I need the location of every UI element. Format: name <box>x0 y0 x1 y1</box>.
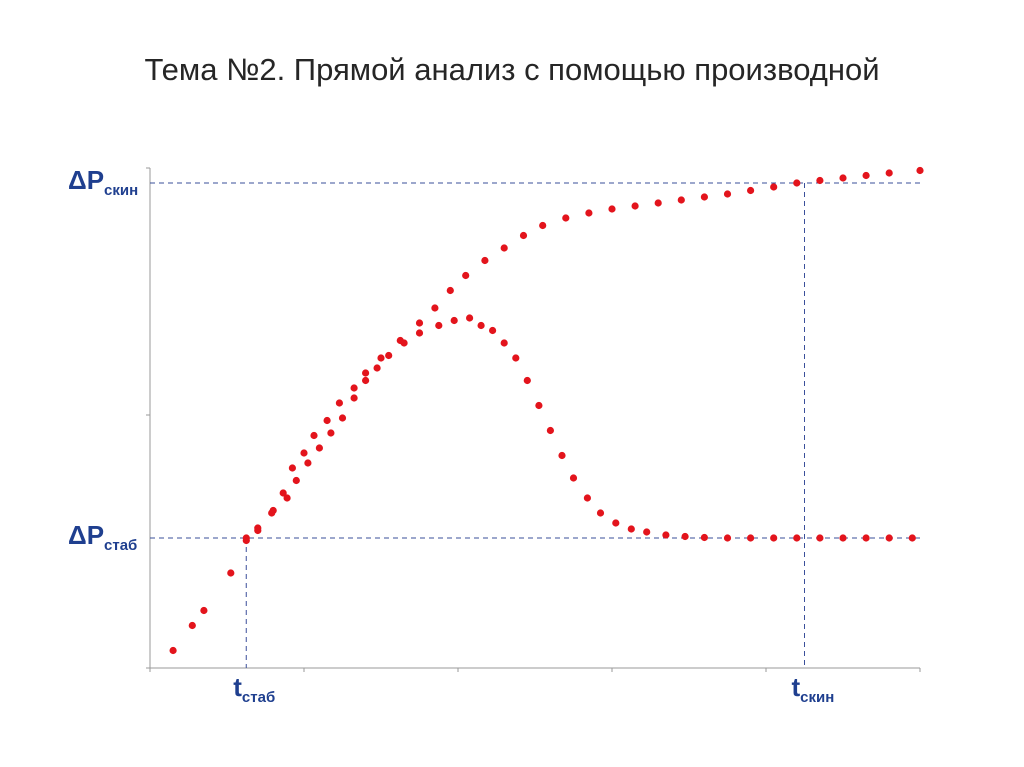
data-point <box>908 534 916 542</box>
data-point <box>770 534 778 542</box>
data-point <box>350 394 358 402</box>
data-point <box>400 339 408 347</box>
data-point <box>627 525 635 533</box>
data-point <box>562 214 570 222</box>
data-point <box>681 532 689 541</box>
data-point <box>254 526 262 535</box>
data-point <box>415 319 424 327</box>
data-point <box>362 376 370 385</box>
data-point <box>283 494 291 502</box>
data-point <box>662 531 670 539</box>
data-point <box>643 528 651 536</box>
data-point <box>816 534 824 542</box>
x-marker-label-stab: tстаб <box>233 672 275 706</box>
data-point <box>227 569 235 577</box>
y-marker-label-skin: ΔPскин <box>68 165 138 199</box>
data-point <box>558 451 566 460</box>
data-point <box>315 444 323 452</box>
data-point <box>608 205 616 213</box>
data-point <box>269 506 277 515</box>
y-marker-label-stab: ΔPстаб <box>68 520 137 554</box>
data-point <box>862 534 870 542</box>
data-point <box>700 193 709 201</box>
data-point <box>523 376 531 385</box>
data-point <box>188 621 196 630</box>
data-point <box>327 429 335 437</box>
data-point <box>338 414 347 422</box>
data-point <box>279 489 287 497</box>
data-point <box>489 326 497 335</box>
data-point <box>596 509 605 517</box>
data-point <box>462 271 470 280</box>
data-point <box>362 369 370 377</box>
data-point <box>431 304 439 312</box>
data-point <box>292 476 300 485</box>
data-point <box>377 354 385 362</box>
data-point <box>631 202 639 210</box>
data-point <box>373 364 381 372</box>
data-point <box>435 321 443 330</box>
data-point <box>335 399 343 407</box>
data-point <box>539 221 547 230</box>
page-title: Тема №2. Прямой анализ с помощью произво… <box>144 52 880 87</box>
data-point <box>500 339 508 347</box>
data-point <box>300 449 308 457</box>
data-point <box>415 329 424 337</box>
data-point <box>169 646 177 655</box>
data-point <box>546 426 555 435</box>
data-point <box>723 534 732 542</box>
data-point <box>242 534 250 542</box>
data-point <box>793 179 801 187</box>
data-point <box>839 174 847 182</box>
data-point <box>654 199 662 207</box>
data-point <box>304 459 312 467</box>
data-point <box>723 190 732 198</box>
data-point <box>569 474 578 482</box>
data-point <box>916 166 924 175</box>
data-point <box>677 196 685 204</box>
data-point <box>885 534 893 542</box>
data-point <box>477 321 485 330</box>
data-point <box>585 209 593 217</box>
data-point <box>612 519 620 527</box>
data-point <box>385 351 393 360</box>
data-point <box>512 354 520 362</box>
data-point <box>310 431 318 440</box>
data-point <box>535 401 543 410</box>
data-point <box>700 533 709 542</box>
data-point <box>450 316 458 325</box>
data-point <box>200 606 208 615</box>
data-point <box>862 171 870 180</box>
data-point <box>288 464 296 472</box>
data-point <box>481 256 489 265</box>
data-point <box>583 494 592 502</box>
data-point <box>747 534 755 542</box>
data-point <box>793 534 801 542</box>
data-point <box>770 183 778 191</box>
data-point <box>466 314 474 322</box>
x-marker-label-skin: tскин <box>792 672 835 706</box>
data-point <box>885 169 893 177</box>
data-point <box>519 231 528 240</box>
data-point <box>350 384 358 392</box>
data-point <box>446 286 454 295</box>
data-point <box>839 534 847 542</box>
data-point <box>816 176 824 185</box>
data-point <box>500 244 508 252</box>
data-point <box>323 416 331 425</box>
data-point <box>747 186 755 195</box>
